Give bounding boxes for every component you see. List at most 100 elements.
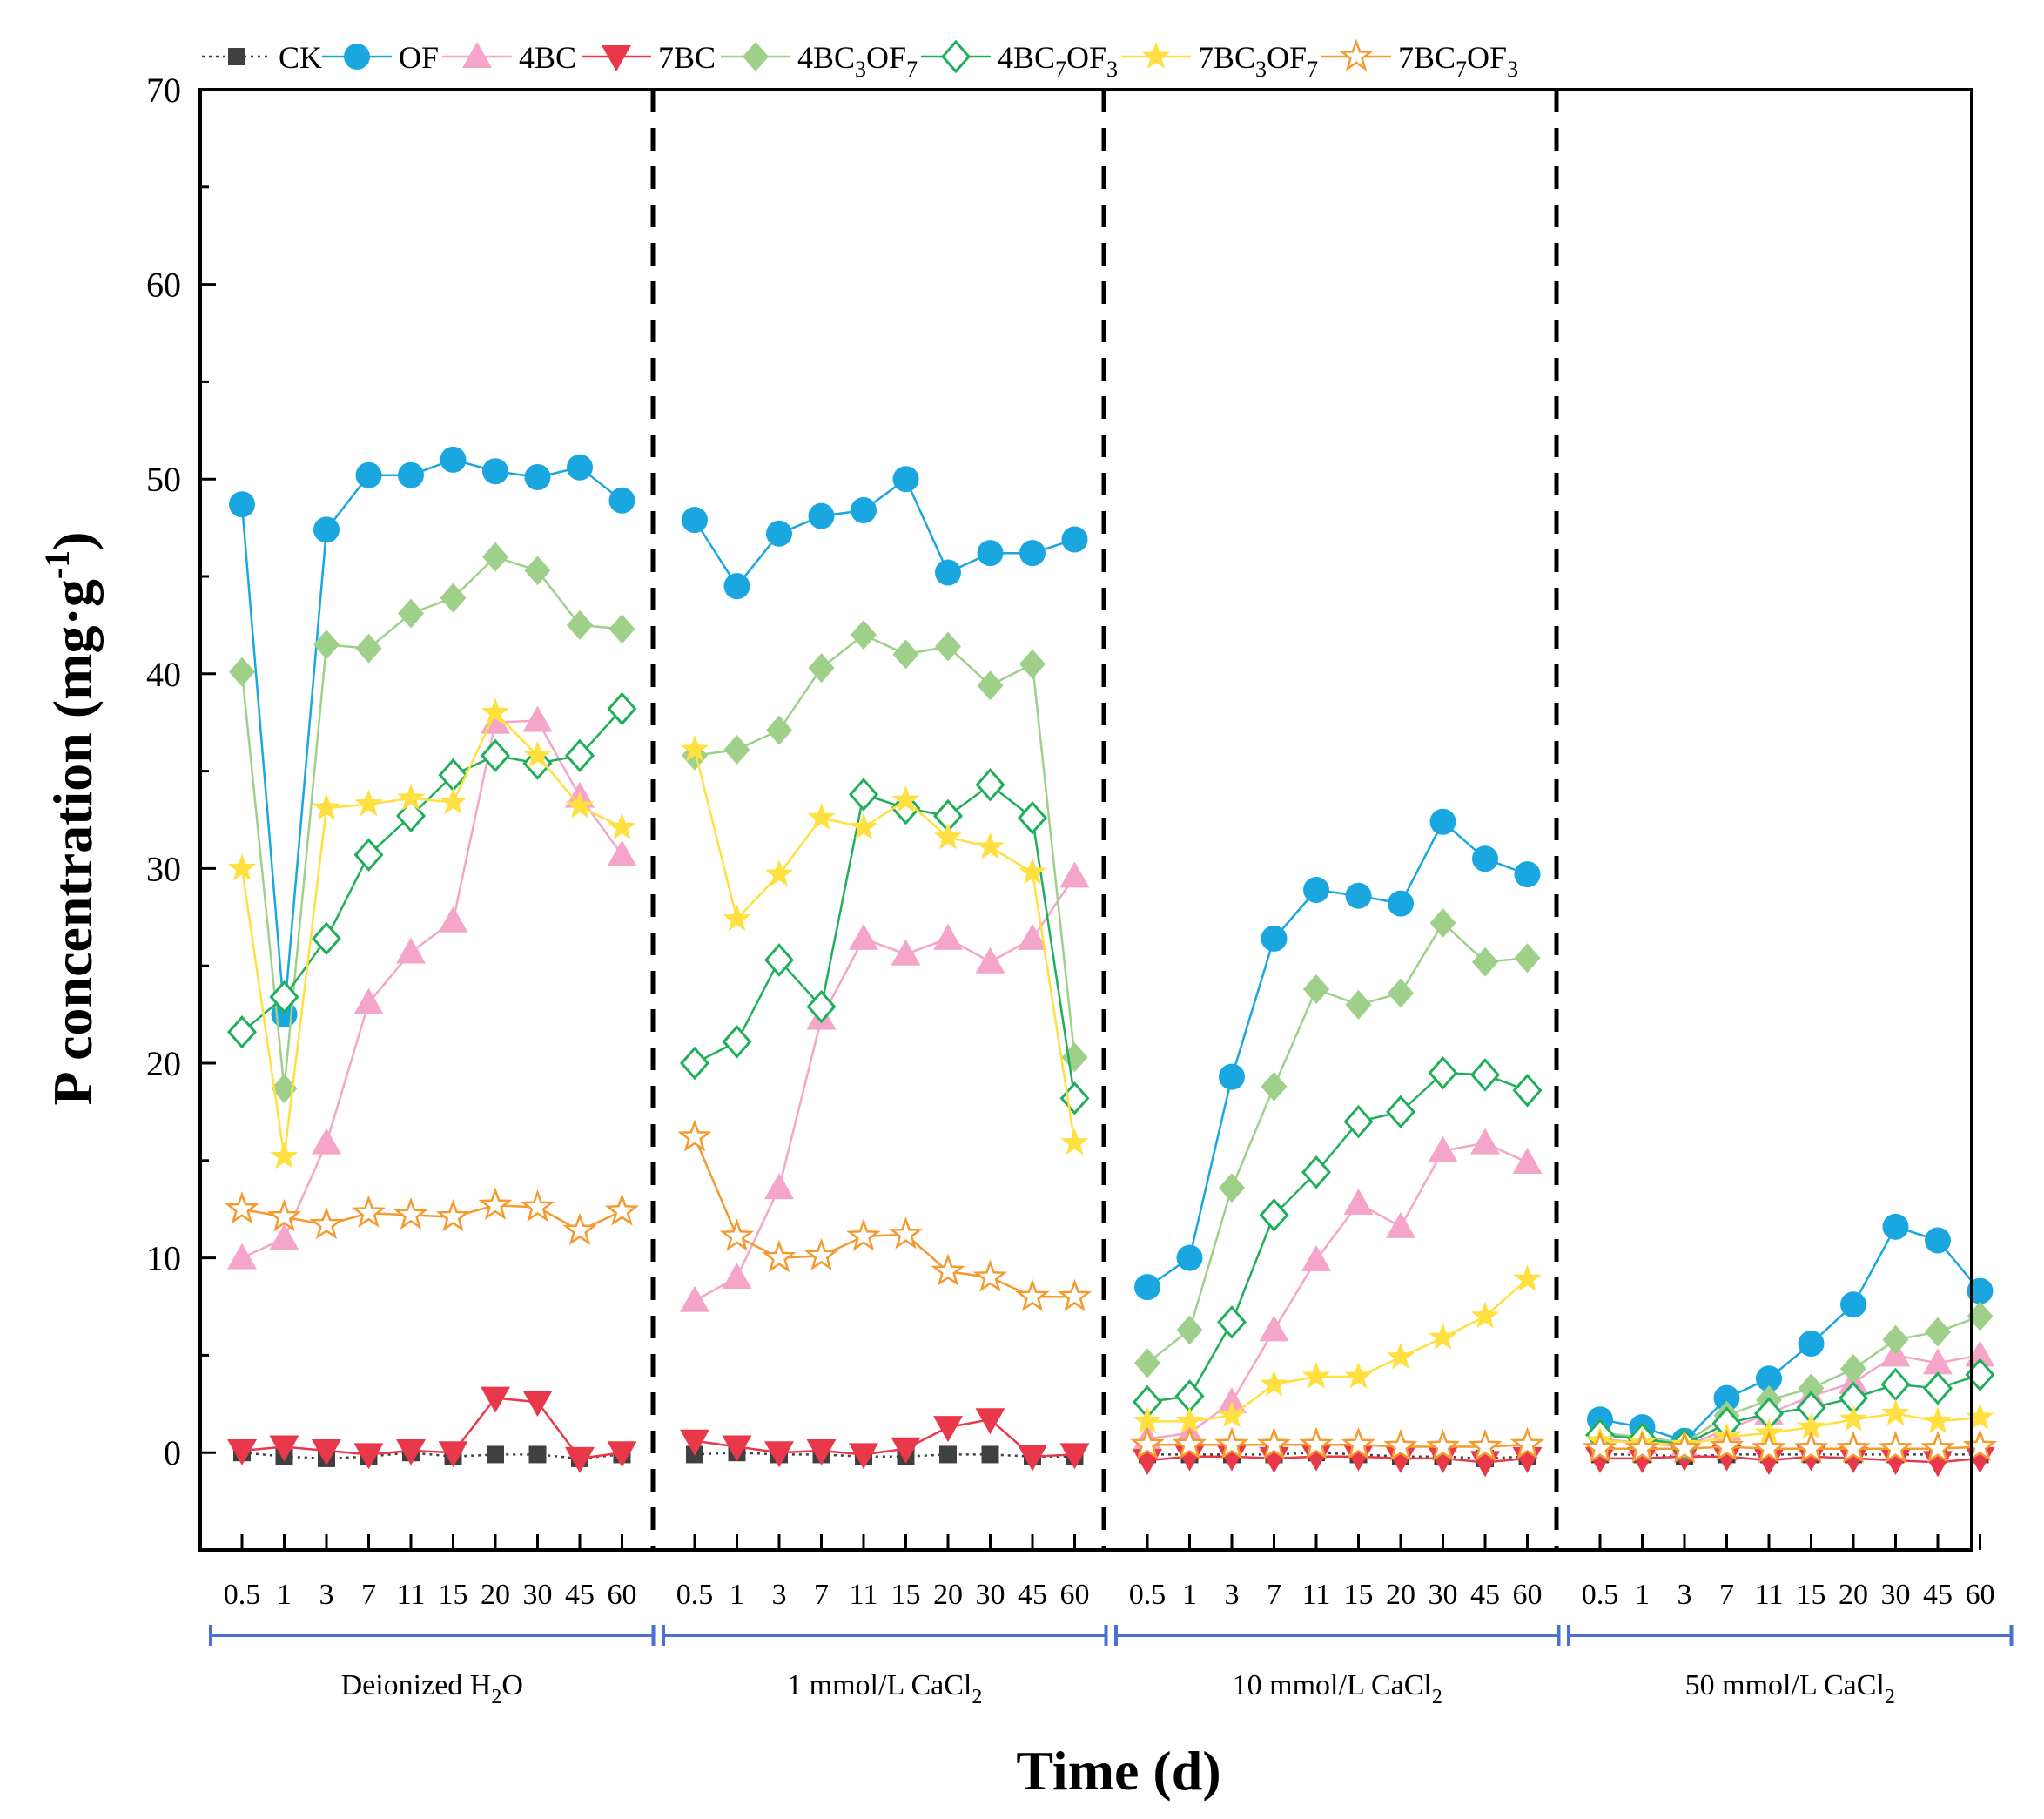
x-tick-label: 30 <box>1429 1579 1458 1611</box>
data-point <box>1882 1213 1909 1240</box>
x-tick-label: 15 <box>1344 1579 1374 1611</box>
data-point <box>1176 1244 1203 1271</box>
data-point <box>933 822 963 850</box>
series-line <box>1599 1225 1981 1443</box>
data-point <box>981 1445 999 1464</box>
x-tick-label: 45 <box>565 1579 595 1611</box>
data-point <box>398 461 424 488</box>
x-tick-label: 15 <box>891 1579 921 1611</box>
data-point <box>803 1237 839 1271</box>
data-point <box>939 1445 957 1464</box>
data-point <box>565 791 595 819</box>
data-point <box>227 1243 257 1270</box>
data-point <box>1259 1198 1289 1232</box>
y-tick-label: 70 <box>146 71 181 110</box>
data-point <box>722 1262 752 1289</box>
data-point <box>355 461 382 488</box>
data-point <box>313 630 340 660</box>
data-point <box>1512 1148 1543 1175</box>
data-point <box>1514 943 1541 974</box>
x-tick-label: 30 <box>1881 1579 1911 1611</box>
data-point <box>480 738 511 772</box>
data-point <box>438 906 468 933</box>
group-label: 10 mmol/L CaCl2 <box>1233 1669 1442 1708</box>
legend-label: 7BC <box>658 40 716 75</box>
data-point <box>723 904 751 932</box>
data-point <box>1130 1426 1165 1459</box>
data-point <box>806 989 837 1024</box>
data-point <box>607 1441 637 1468</box>
x-tick-label: 1 <box>1182 1579 1197 1611</box>
y-axis-ticks: 0 10 20 30 40 50 60 70 <box>146 71 216 1552</box>
data-point <box>523 740 552 768</box>
data-point <box>1425 1428 1461 1462</box>
series-line <box>1147 1444 1528 1448</box>
data-point <box>435 1198 471 1232</box>
legend-marker <box>1141 42 1171 69</box>
data-point <box>891 939 921 966</box>
data-point <box>227 853 257 881</box>
series-line <box>693 1136 1075 1298</box>
data-point <box>1962 1428 1998 1462</box>
legend-label: CK <box>279 40 322 75</box>
data-point <box>1470 1128 1500 1155</box>
data-point <box>270 1142 299 1169</box>
data-point <box>1469 1058 1501 1092</box>
data-point <box>269 1223 299 1250</box>
series-4BC <box>227 705 1995 1459</box>
y-axis-title: P concentration (mg·g-1) <box>37 532 104 1106</box>
data-point <box>935 559 961 586</box>
data-point <box>269 1435 299 1462</box>
data-point <box>723 573 750 600</box>
data-point <box>1343 1104 1374 1139</box>
data-point <box>1923 1348 1953 1375</box>
y-tick-label: 40 <box>146 655 181 694</box>
series-line <box>1147 1278 1529 1423</box>
data-point <box>1133 1449 1162 1476</box>
data-point <box>1925 1227 1951 1254</box>
data-point <box>1388 890 1414 917</box>
data-point <box>1260 1369 1288 1397</box>
legend-marker <box>940 39 972 74</box>
data-point <box>764 859 794 886</box>
x-tick-label: 60 <box>1513 1579 1543 1611</box>
legend-item: 4BC7OF3 <box>921 39 1118 82</box>
data-point <box>766 715 792 745</box>
data-point <box>977 540 1004 567</box>
series-line <box>694 875 1076 1302</box>
data-point <box>440 583 467 613</box>
data-point <box>1057 1278 1093 1312</box>
legend-label: 4BC7OF3 <box>998 40 1118 82</box>
data-point <box>1134 1274 1160 1301</box>
data-point <box>680 735 709 762</box>
data-point <box>1798 1373 1825 1404</box>
data-point <box>1386 1211 1415 1238</box>
data-point <box>1756 1365 1782 1392</box>
data-point <box>396 1438 426 1465</box>
y-tick-label: 10 <box>146 1239 181 1278</box>
data-point <box>1134 1348 1160 1378</box>
data-point <box>1303 974 1329 1005</box>
data-point <box>1019 540 1046 567</box>
data-point <box>524 463 551 490</box>
x-tick-label: 1 <box>277 1579 292 1611</box>
data-point <box>1836 1431 1871 1464</box>
plot-frame <box>198 88 1973 1552</box>
data-point <box>1015 1278 1050 1312</box>
legend-label: OF <box>399 40 439 75</box>
series-line <box>694 1451 1075 1458</box>
series-line <box>1146 1455 1528 1464</box>
data-point <box>722 1435 752 1462</box>
data-point <box>1386 1342 1415 1370</box>
legend-marker <box>602 45 631 71</box>
series-line <box>1147 1451 1528 1460</box>
data-point <box>1428 1135 1458 1162</box>
x-tick-label: 3 <box>772 1579 787 1611</box>
x-tick-label: 15 <box>439 1579 468 1611</box>
x-tick-label: 30 <box>976 1579 1005 1611</box>
y-tick-label: 30 <box>146 849 181 888</box>
data-point <box>226 1014 258 1049</box>
x-axis-ticks: 0.5 1 3 7 11 15 20 30 45 60 0.5 1 3 7 11 15 20 30 45 60 0.5 1… <box>224 1534 1995 1611</box>
series-line <box>1146 1142 1529 1440</box>
